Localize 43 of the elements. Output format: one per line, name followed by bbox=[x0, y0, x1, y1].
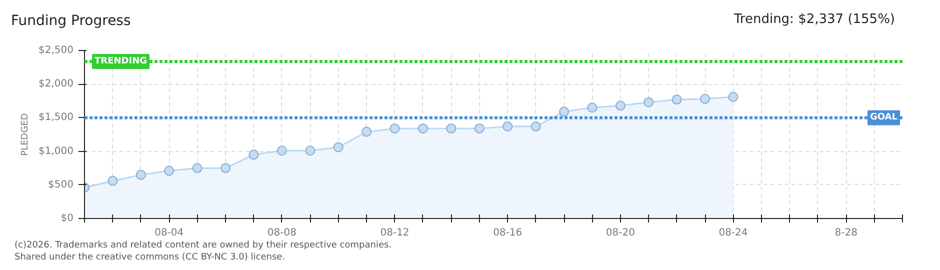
y-tick-label: $500 bbox=[48, 179, 74, 190]
x-tick-label: 08-20 bbox=[606, 228, 635, 238]
point bbox=[390, 123, 400, 134]
point bbox=[192, 163, 202, 174]
point bbox=[446, 123, 456, 134]
point bbox=[418, 123, 428, 134]
point bbox=[502, 121, 513, 132]
text: (c)2026. Trademarks and related content are owned by their respective companies. bbox=[14, 240, 392, 250]
point bbox=[474, 123, 484, 134]
x-tick-label: 08-08 bbox=[267, 228, 296, 238]
text: Shared under the creative commons (CC BY-NC 3.0) license. bbox=[14, 252, 286, 262]
x-tick-label: 8-28 bbox=[834, 228, 858, 238]
point bbox=[108, 176, 118, 186]
point bbox=[164, 166, 174, 176]
x-tick-label: 08-12 bbox=[380, 228, 410, 238]
x-tick-label: 08-16 bbox=[493, 228, 522, 238]
point bbox=[644, 97, 654, 108]
chart-title: Funding Progress bbox=[11, 12, 131, 31]
y-axis-title: PLEDGED bbox=[20, 113, 31, 156]
point bbox=[276, 146, 287, 156]
y-tick-label: $2,000 bbox=[38, 78, 74, 90]
point bbox=[248, 150, 259, 160]
y-tick-label: $1,000 bbox=[38, 146, 74, 157]
ref-line-label: TRENDING bbox=[94, 56, 147, 66]
point bbox=[587, 102, 598, 113]
x-tick-label: 08-24 bbox=[718, 228, 748, 238]
point bbox=[728, 92, 738, 102]
point bbox=[305, 146, 316, 156]
y-tick-label: $1,500 bbox=[38, 112, 74, 124]
point bbox=[362, 126, 372, 137]
y-tick-label: $0 bbox=[60, 213, 74, 224]
ref-line-label: GOAL bbox=[870, 112, 898, 123]
chart-subtitle: Trending: $2,337 (155%) bbox=[734, 11, 895, 29]
point bbox=[220, 163, 231, 174]
point bbox=[615, 100, 626, 111]
point bbox=[136, 170, 146, 180]
y-tick-label: $2,500 bbox=[38, 45, 74, 56]
point bbox=[530, 121, 541, 132]
point bbox=[333, 142, 344, 152]
point bbox=[559, 106, 570, 117]
x-tick-label: 08-04 bbox=[154, 228, 184, 238]
point bbox=[672, 94, 682, 105]
point bbox=[700, 94, 710, 104]
